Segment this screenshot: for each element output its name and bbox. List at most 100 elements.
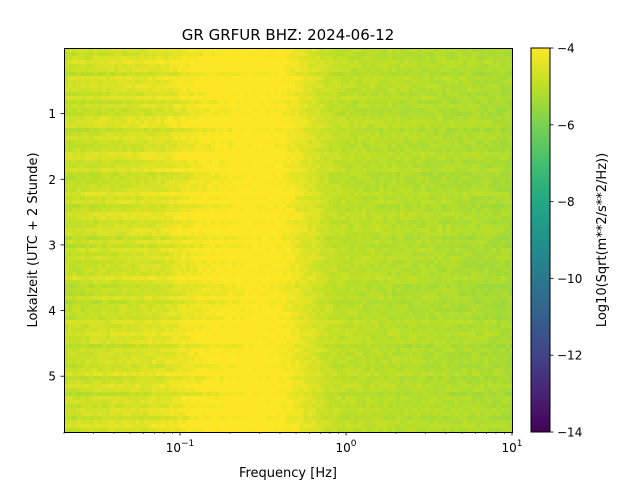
heatmap-cell — [85, 100, 90, 105]
heatmap-cell — [127, 148, 132, 153]
heatmap-cell — [320, 52, 325, 57]
heatmap-cell — [349, 116, 355, 121]
heatmap-cell — [362, 148, 367, 153]
heatmap-cell — [467, 140, 472, 145]
heatmap-cell — [454, 72, 460, 77]
heatmap-cell — [391, 172, 397, 177]
heatmap-cell — [437, 60, 443, 65]
heatmap-cell — [454, 200, 460, 205]
heatmap-cell — [358, 192, 363, 197]
heatmap-cell — [505, 196, 510, 201]
heatmap-cell — [236, 228, 241, 233]
heatmap-cell — [106, 92, 111, 97]
heatmap-cell — [269, 88, 275, 93]
heatmap-cell — [206, 156, 212, 161]
heatmap-cell — [341, 72, 346, 77]
heatmap-cell — [286, 56, 292, 61]
heatmap-cell — [156, 76, 162, 81]
heatmap-cell — [307, 140, 313, 145]
heatmap-cell — [496, 144, 502, 149]
heatmap-cell — [169, 156, 174, 161]
heatmap-cell — [400, 176, 405, 181]
heatmap-cell — [320, 60, 325, 65]
heatmap-cell — [76, 128, 82, 133]
heatmap-cell — [416, 56, 422, 61]
heatmap-cell — [320, 164, 325, 169]
heatmap-cell — [383, 164, 388, 169]
heatmap-cell — [211, 92, 216, 97]
heatmap-cell — [479, 152, 485, 157]
heatmap-cell — [110, 156, 115, 161]
heatmap-cell — [307, 72, 313, 77]
heatmap-cell — [152, 168, 157, 173]
heatmap-cell — [429, 68, 435, 73]
heatmap-cell — [374, 112, 380, 117]
heatmap-cell — [433, 172, 439, 177]
heatmap-cell — [362, 64, 367, 69]
heatmap-cell — [85, 80, 90, 85]
heatmap-cell — [425, 80, 430, 85]
heatmap-cell — [332, 156, 338, 161]
heatmap-cell — [274, 216, 279, 221]
heatmap-cell — [253, 136, 258, 141]
heatmap-cell — [72, 164, 77, 169]
heatmap-cell — [160, 216, 166, 221]
heatmap-cell — [148, 52, 153, 57]
heatmap-cell — [408, 204, 414, 209]
heatmap-cell — [169, 108, 174, 113]
heatmap-cell — [232, 204, 237, 209]
heatmap-cell — [181, 144, 187, 149]
heatmap-cell — [269, 204, 275, 209]
heatmap-cell — [374, 224, 380, 229]
heatmap-cell — [206, 88, 212, 93]
heatmap-cell — [194, 140, 199, 145]
heatmap-cell — [311, 108, 317, 113]
heatmap-cell — [341, 120, 346, 125]
heatmap-cell — [387, 92, 393, 97]
heatmap-cell — [400, 148, 405, 153]
heatmap-cell — [463, 192, 468, 197]
heatmap-cell — [139, 76, 145, 81]
heatmap-cell — [106, 220, 111, 225]
heatmap-cell — [219, 196, 225, 201]
heatmap-cell — [253, 96, 258, 101]
heatmap-cell — [269, 144, 275, 149]
heatmap-cell — [261, 176, 267, 181]
heatmap-cell — [442, 156, 447, 161]
heatmap-cell — [404, 168, 409, 173]
heatmap-cell — [408, 224, 414, 229]
heatmap-cell — [89, 116, 94, 121]
heatmap-cell — [85, 228, 90, 233]
heatmap-cell — [446, 56, 451, 61]
heatmap-cell — [454, 208, 460, 213]
heatmap-cell — [131, 80, 136, 85]
heatmap-cell — [72, 232, 77, 237]
heatmap-cell — [169, 176, 174, 181]
heatmap-cell — [299, 112, 304, 117]
heatmap-cell — [463, 184, 468, 189]
heatmap-cell — [253, 192, 258, 197]
heatmap-cell — [425, 72, 430, 77]
heatmap-cell — [85, 176, 90, 181]
heatmap-cell — [278, 188, 283, 193]
heatmap-cell — [253, 172, 258, 177]
heatmap-cell — [509, 200, 513, 205]
heatmap-cell — [278, 208, 283, 213]
heatmap-cell — [328, 232, 334, 237]
heatmap-cell — [475, 112, 481, 117]
heatmap-cell — [101, 72, 107, 77]
heatmap-cell — [295, 120, 300, 125]
heatmap-cell — [475, 196, 481, 201]
heatmap-cell — [446, 224, 451, 229]
heatmap-cell — [500, 76, 506, 81]
heatmap-cell — [139, 212, 145, 217]
heatmap-cell — [156, 72, 162, 77]
heatmap-cell — [374, 204, 380, 209]
heatmap-cell — [253, 152, 258, 157]
heatmap-cell — [244, 176, 250, 181]
heatmap-cell — [463, 216, 468, 221]
heatmap-cell — [383, 80, 388, 85]
heatmap-cell — [148, 96, 153, 101]
heatmap-cell — [442, 176, 447, 181]
heatmap-cell — [169, 160, 174, 165]
